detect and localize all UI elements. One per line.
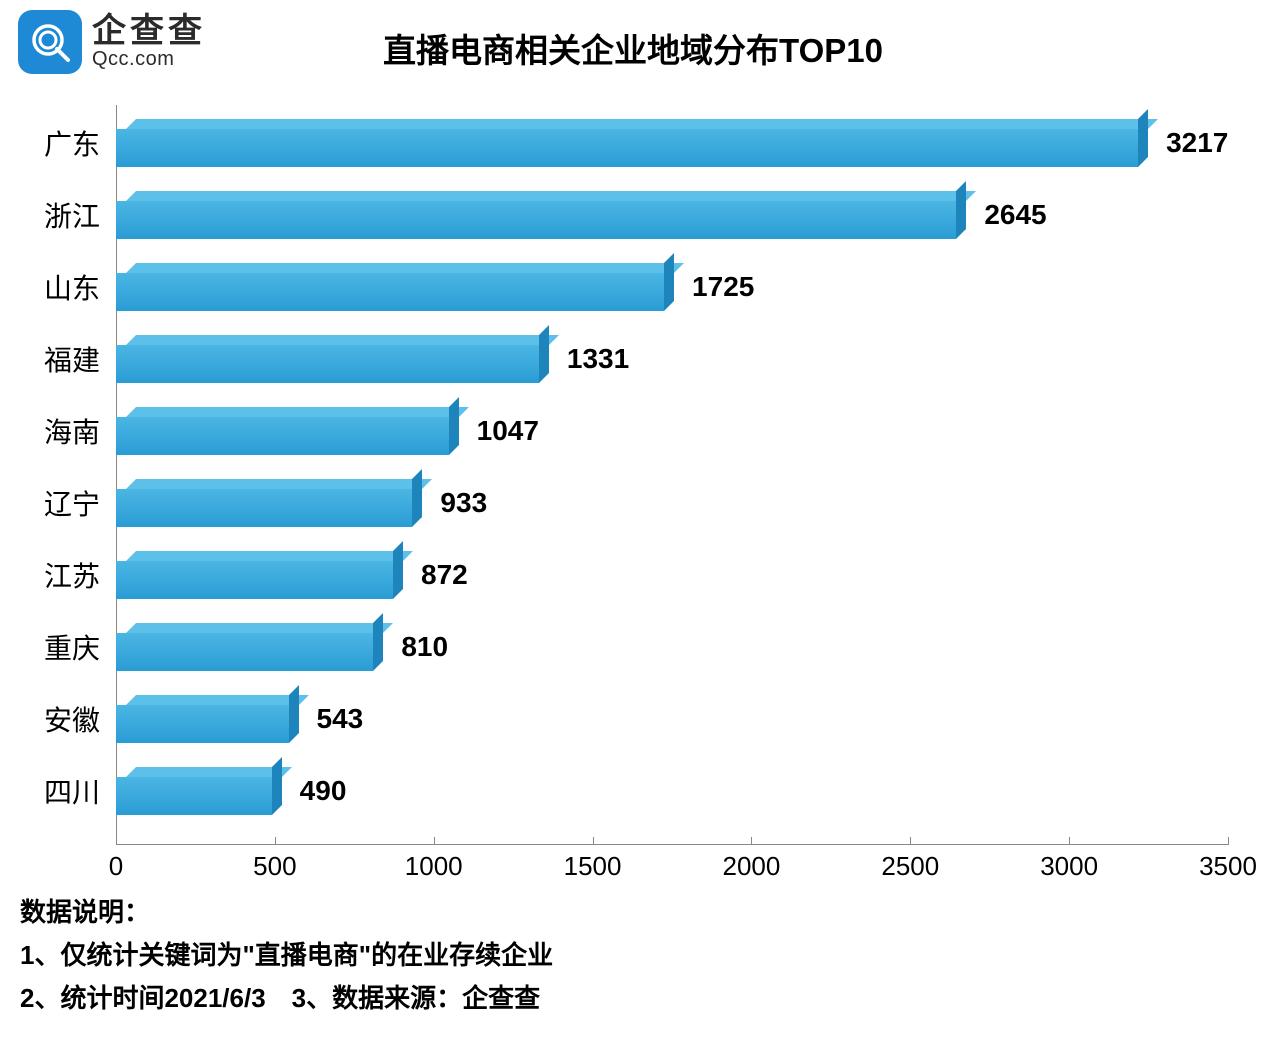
- bar-row: 江苏872: [116, 551, 1228, 599]
- bar: [116, 479, 422, 527]
- value-label: 490: [300, 775, 347, 807]
- category-label: 四川: [44, 771, 100, 811]
- x-tick-mark: [434, 837, 435, 845]
- x-tick-mark: [751, 837, 752, 845]
- x-axis: 0500100015002000250030003500: [116, 845, 1228, 895]
- bar-row: 福建1331: [116, 335, 1228, 383]
- bar-row: 山东1725: [116, 263, 1228, 311]
- category-label: 安徽: [44, 699, 100, 739]
- category-label: 辽宁: [44, 483, 100, 523]
- bar-row: 安徽543: [116, 695, 1228, 743]
- bar-chart: 广东3217浙江2645山东1725福建1331海南1047辽宁933江苏872…: [38, 105, 1228, 895]
- bar: [116, 191, 966, 239]
- notes-heading: 数据说明：: [20, 891, 553, 934]
- category-label: 福建: [44, 339, 100, 379]
- category-label: 山东: [44, 267, 100, 307]
- x-tick-mark: [116, 837, 117, 845]
- bar: [116, 695, 299, 743]
- bar-row: 浙江2645: [116, 191, 1228, 239]
- bar: [116, 623, 383, 671]
- bar: [116, 263, 674, 311]
- category-label: 江苏: [44, 555, 100, 595]
- x-tick-label: 1000: [405, 851, 463, 882]
- x-tick-mark: [1228, 837, 1229, 845]
- x-tick-mark: [1069, 837, 1070, 845]
- bar: [116, 335, 549, 383]
- bar: [116, 119, 1148, 167]
- bar-row: 辽宁933: [116, 479, 1228, 527]
- x-tick-label: 0: [109, 851, 123, 882]
- x-tick-label: 1500: [564, 851, 622, 882]
- data-notes: 数据说明： 1、仅统计关键词为"直播电商"的在业存续企业 2、统计时间2021/…: [20, 891, 553, 1020]
- value-label: 1725: [692, 271, 754, 303]
- bar: [116, 551, 403, 599]
- plot-area: 广东3217 浙江2645 山东1725 福建1331 海南1047 辽宁933 江苏872…: [116, 105, 1228, 845]
- category-label: 重庆: [44, 627, 100, 667]
- value-label: 3217: [1166, 127, 1228, 159]
- x-tick-label: 2500: [881, 851, 939, 882]
- notes-line-1: 1、仅统计关键词为"直播电商"的在业存续企业: [20, 934, 553, 977]
- x-tick-label: 500: [253, 851, 296, 882]
- x-tick-label: 3500: [1199, 851, 1257, 882]
- value-label: 872: [421, 559, 468, 591]
- category-label: 浙江: [44, 195, 100, 235]
- bar-row: 重庆810: [116, 623, 1228, 671]
- x-tick-mark: [593, 837, 594, 845]
- value-label: 2645: [984, 199, 1046, 231]
- value-label: 933: [440, 487, 487, 519]
- x-tick-label: 2000: [723, 851, 781, 882]
- x-tick-label: 3000: [1040, 851, 1098, 882]
- category-label: 广东: [44, 123, 100, 163]
- bar-row: 广东3217: [116, 119, 1228, 167]
- category-label: 海南: [44, 411, 100, 451]
- chart-title: 直播电商相关企业地域分布TOP10: [0, 24, 1266, 72]
- value-label: 543: [317, 703, 364, 735]
- bar: [116, 407, 459, 455]
- notes-line-2: 2、统计时间2021/6/3 3、数据来源：企查查: [20, 977, 553, 1020]
- value-label: 1331: [567, 343, 629, 375]
- x-tick-mark: [910, 837, 911, 845]
- bar-row: 海南1047: [116, 407, 1228, 455]
- value-label: 1047: [477, 415, 539, 447]
- bar-row: 四川490: [116, 767, 1228, 815]
- value-label: 810: [401, 631, 448, 663]
- x-tick-mark: [275, 837, 276, 845]
- bar: [116, 767, 282, 815]
